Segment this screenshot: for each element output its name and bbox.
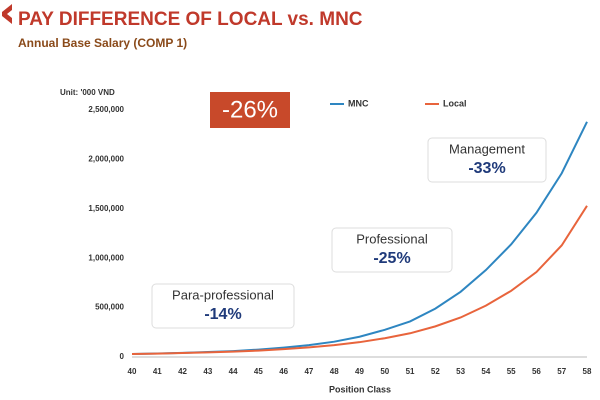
chart-subtitle: Annual Base Salary (COMP 1) <box>18 36 187 50</box>
x-tick-label: 52 <box>431 367 440 376</box>
y-tick-label: 0 <box>120 352 125 361</box>
annotation-label: Professional <box>356 231 428 246</box>
annotation-box <box>331 227 453 273</box>
legend-label: Local <box>443 98 467 108</box>
x-tick-label: 41 <box>153 367 162 376</box>
x-tick-label: 53 <box>456 367 465 376</box>
x-tick-label: 58 <box>583 367 592 376</box>
y-unit: Unit: '000 VND <box>60 88 115 97</box>
x-tick-label: 55 <box>507 367 516 376</box>
x-tick-label: 45 <box>254 367 263 376</box>
logo <box>2 4 12 24</box>
annotation-label: Management <box>449 141 525 156</box>
annotation-change: -14% <box>204 306 241 323</box>
x-tick-label: 51 <box>406 367 415 376</box>
x-tick-label: 44 <box>229 367 238 376</box>
x-tick-label: 42 <box>178 367 187 376</box>
annotation-change: -25% <box>373 250 410 267</box>
x-tick-label: 57 <box>557 367 566 376</box>
x-tick-label: 47 <box>304 367 313 376</box>
annotation-box <box>427 137 547 183</box>
x-tick-label: 40 <box>128 367 137 376</box>
highlight: -26% <box>222 96 278 123</box>
y-tick-label: 1,000,000 <box>88 253 124 262</box>
x-tick-label: 46 <box>279 367 288 376</box>
x-tick-label: 48 <box>330 367 339 376</box>
x-tick-label: 54 <box>481 367 490 376</box>
legend-label: MNC <box>348 98 369 108</box>
x-tick-label: 49 <box>355 367 364 376</box>
x-tick-label: 56 <box>532 367 541 376</box>
x-tick-label: 43 <box>203 367 212 376</box>
y-tick-label: 500,000 <box>95 303 124 312</box>
annotation-label: Para-professional <box>172 287 274 302</box>
x-axis-label: Position Class <box>329 384 391 394</box>
line <box>131 205 588 356</box>
annotation-box <box>151 283 295 329</box>
y-tick-label: 2,500,000 <box>88 105 124 114</box>
highlight-box <box>210 92 290 128</box>
y-tick-label: 2,000,000 <box>88 155 124 164</box>
annotation-change: -33% <box>468 160 505 177</box>
y-tick-label: 1,500,000 <box>88 204 124 213</box>
chart-title: PAY DIFFERENCE OF LOCAL vs. MNC <box>18 9 363 30</box>
x-tick-label: 50 <box>380 367 389 376</box>
